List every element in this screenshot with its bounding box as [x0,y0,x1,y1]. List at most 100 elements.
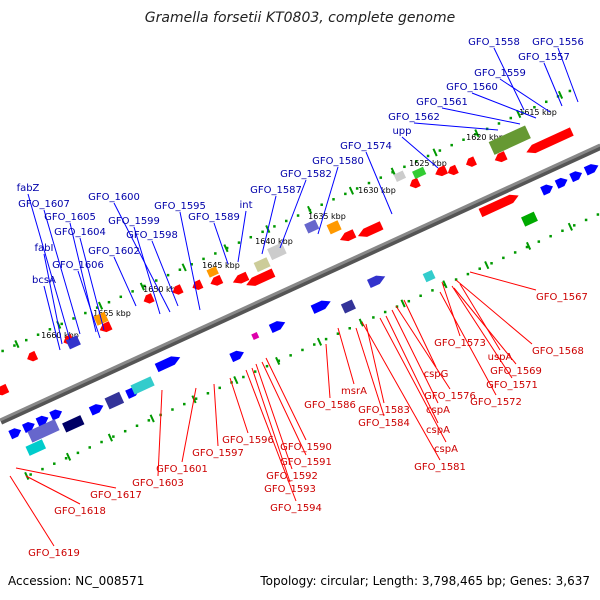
reverse-gene-arrow [357,221,384,237]
forward-gene-box [251,332,260,340]
ruler-dot-lower [154,279,158,282]
ruler-dot-upper [242,375,245,379]
ruler-dot-lower [379,176,383,179]
ruler-dot-upper [596,213,600,216]
reverse-gene-arrow [494,151,508,163]
forward-gene-label: GFO_1556 [532,37,584,48]
reverse-gene-label: GFO_1567 [536,292,588,303]
forward-gene-label: GFO_1598 [126,230,178,241]
forward-gene-leader [69,222,97,333]
ruler-dot-upper [561,229,564,233]
ruler-dot-upper [301,348,304,352]
reverse-gene-label: GFO_1569 [490,366,542,377]
ruler-tick-lower [474,129,480,138]
ruler-dot-upper [218,386,221,390]
reverse-gene-label: GFO_1591 [280,457,332,468]
ruler-tick-upper [149,414,155,423]
reverse-gene-leader [325,343,331,399]
ruler-tick-upper [107,433,113,442]
reverse-gene-leader [213,383,219,447]
reverse-gene-leader [15,467,117,489]
reverse-gene-label: GFO_1586 [304,400,356,411]
ruler-dot-lower [119,295,123,299]
forward-gene-leader [151,240,179,307]
reverse-gene-leader [451,285,513,379]
ruler-dot-lower [166,273,170,277]
forward-gene-arrow [154,356,181,373]
forward-gene-leader [499,78,551,113]
reverse-gene-label: uspA [488,352,513,363]
forward-gene-leader [27,193,71,341]
forward-gene-arrow [366,275,386,289]
forward-gene-leader [493,47,525,111]
reverse-gene-label: GFO_1584 [358,418,410,429]
reverse-gene-label: GFO_1571 [486,380,538,391]
ruler-dot-upper [53,462,56,465]
reverse-gene-label: GFO_1576 [424,391,476,402]
ruler-dot-lower [332,198,335,201]
ruler-tick-lower [307,205,313,214]
forward-gene-box [340,299,356,314]
forward-gene-arrow [229,350,244,363]
forward-gene-leader [261,195,277,255]
forward-gene-box [422,269,436,283]
accession-label: Accession: NC_008571 [8,574,145,588]
forward-gene-arrow [49,409,63,421]
backbone-line [0,144,600,425]
ruler-dot-upper [490,262,493,265]
reverse-gene-arrow [143,293,155,304]
forward-gene-leader [365,151,393,215]
forward-gene-leader [113,256,137,307]
genome-summary: Topology: circular; Length: 3,798,465 bp… [260,574,590,588]
ruler-tick-upper [316,337,323,346]
forward-gene-box [104,391,125,410]
forward-gene-arrow [310,300,331,314]
ruler-tick-lower [557,90,564,99]
reverse-gene-arrow [246,268,276,286]
ruler-dot-upper [313,343,316,346]
forward-gene-leader [79,237,105,331]
ruler-tick-lower [516,110,522,119]
ruler-tick-lower [97,301,104,310]
reverse-gene-label: GFO_1617 [90,490,142,501]
scale-label: 1640 kbp [255,237,293,246]
reverse-gene-label: GFO_1619 [28,548,80,559]
reverse-gene-arrow [435,165,449,177]
ruler-dot-lower [261,230,264,234]
reverse-gene-leader [25,475,81,505]
ruler-tick-lower [223,244,229,253]
ruler-dot-lower [84,311,87,315]
ruler-dot-lower [344,192,347,196]
forward-gene-arrow [88,404,104,416]
ruler-dot-upper [41,467,44,471]
ruler-tick-upper [358,318,364,327]
reverse-gene-arrow [210,274,224,286]
reverse-gene-box [253,257,271,273]
scale-label: 1635 kbp [308,212,346,221]
ruler-dot-upper [64,457,68,460]
scale-label: 1655 kbp [93,309,131,318]
forward-gene-leader [43,285,61,351]
forward-gene-leader [471,92,537,119]
reverse-gene-box [206,266,219,278]
scale-label: 1650 kbp [143,285,181,294]
reverse-gene-label: GFO_1601 [156,464,208,475]
ruler-dot-upper [454,278,458,281]
forward-gene-leader [401,136,439,169]
reverse-gene-label: GFO_1581 [414,462,466,473]
reverse-gene-arrow [232,271,250,284]
reverse-gene-label: GFO_1572 [470,397,522,408]
reverse-gene-label: GFO_1596 [222,435,274,446]
forward-gene-arrow [583,164,599,176]
reverse-gene-leader [385,315,439,424]
reverse-gene-arrow [447,164,459,176]
ruler-tick-lower [181,263,187,272]
ruler-dot-upper [206,392,210,395]
reverse-gene-leader [379,317,447,443]
forward-gene-leader [213,222,229,265]
scale-label: 1630 kbp [358,186,396,195]
reverse-gene-leader [361,321,441,461]
reverse-gene-leader [469,271,537,291]
reverse-gene-leader [365,323,385,404]
backbone-highlight [0,143,600,422]
